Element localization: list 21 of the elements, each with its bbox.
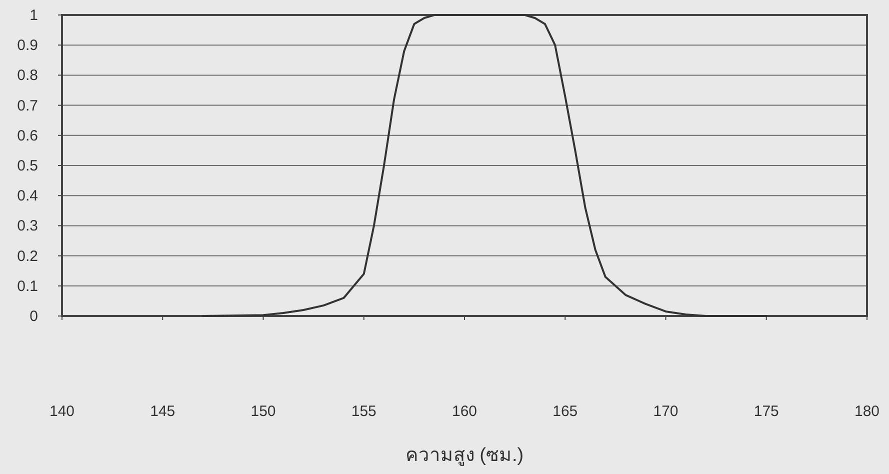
x-tick-label: 150	[250, 403, 276, 420]
y-tick-label: 0.1	[17, 278, 38, 295]
x-tick-label: 140	[49, 403, 75, 420]
y-tick-label: 0.2	[17, 248, 38, 265]
y-tick-label: 0.7	[17, 97, 38, 114]
x-tick-label: 170	[653, 403, 678, 420]
y-tick-label: 0.6	[17, 127, 38, 144]
y-tick-label: 0.5	[17, 158, 38, 174]
x-tick-label: 145	[150, 403, 176, 420]
y-tick-label: 0.4	[17, 188, 38, 205]
y-tick-label: 1	[30, 7, 38, 24]
x-tick-label: 180	[854, 403, 880, 420]
x-axis-title: ความสูง (ซม.)	[405, 445, 524, 466]
y-tick-label: 0	[30, 308, 38, 325]
y-tick-label: 0.8	[17, 67, 38, 84]
x-tick-label: 165	[552, 403, 578, 420]
y-tick-label: 0.3	[17, 218, 38, 235]
x-tick-label: 160	[452, 403, 478, 420]
x-tick-label: 175	[754, 403, 779, 420]
y-tick-label: 0.9	[17, 37, 38, 54]
x-tick-label: 155	[351, 403, 376, 420]
